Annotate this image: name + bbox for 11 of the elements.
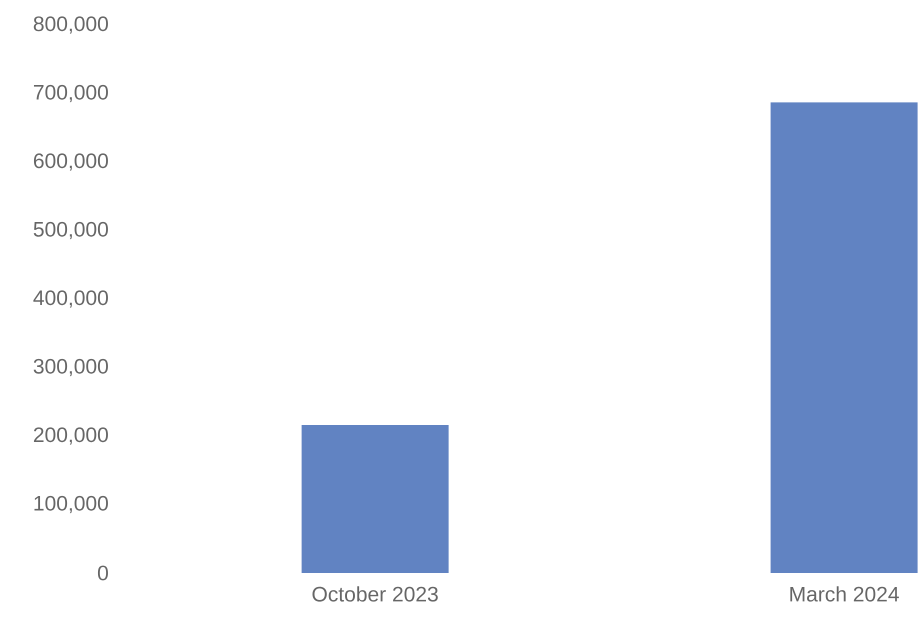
y-tick-label: 0 (98, 566, 108, 580)
y-tick-label: 100,000 (34, 496, 108, 514)
y-tick-label: 400,000 (33, 290, 108, 308)
x-tick-label: October 2023 (312, 586, 438, 602)
y-tick-label: 800,000 (34, 16, 108, 34)
y-tick-label: 500,000 (34, 222, 108, 240)
x-tick-label: March 2024 (790, 586, 899, 602)
y-tick-label: 700,000 (34, 84, 108, 102)
y-tick-label: 600,000 (34, 153, 108, 171)
y-tick-label: 200,000 (34, 427, 108, 445)
y-tick-label: 300,000 (34, 358, 108, 376)
